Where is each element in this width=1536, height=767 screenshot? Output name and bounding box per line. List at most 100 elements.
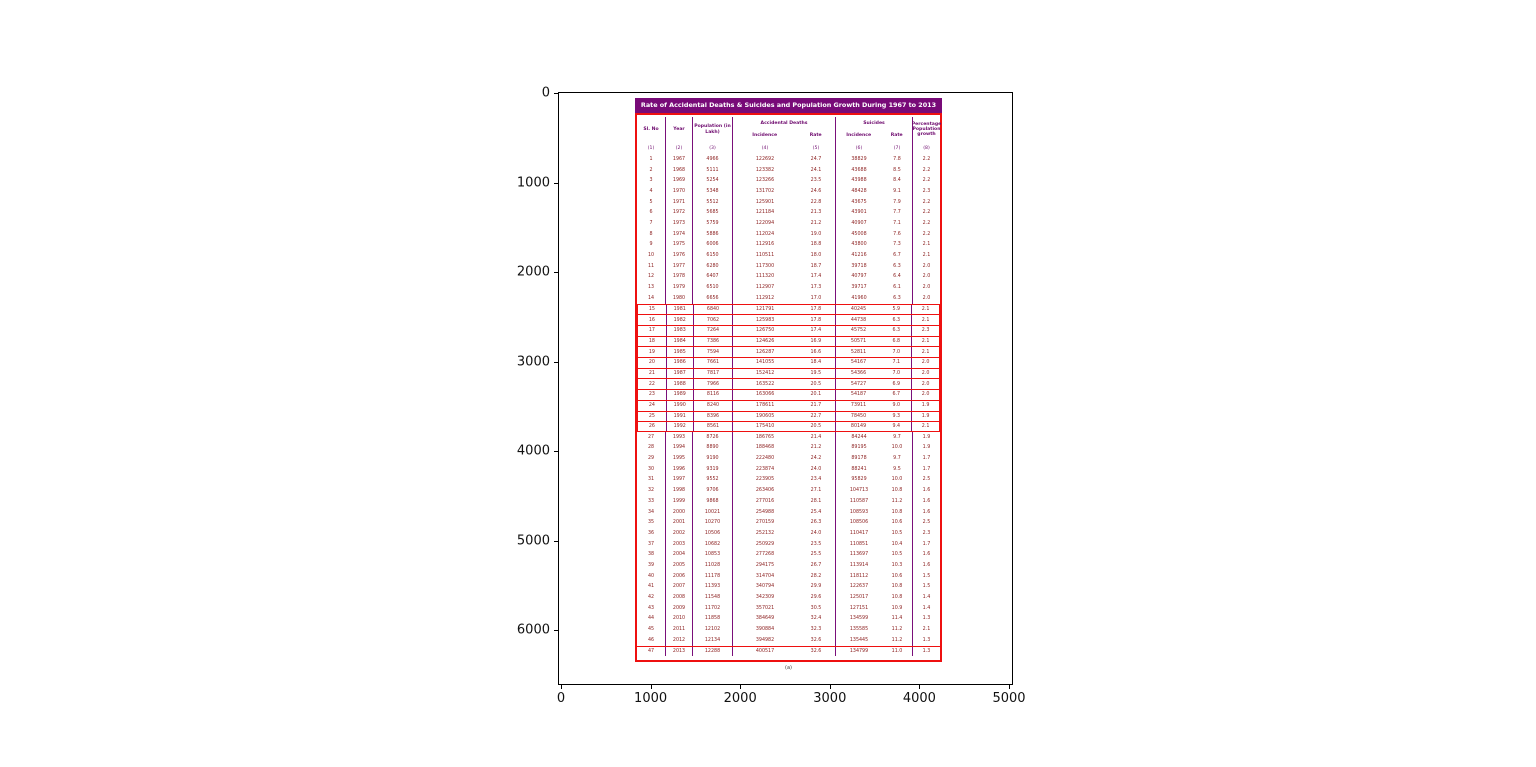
- table-cell: 2.1: [921, 306, 930, 312]
- table-cell: 2.2: [922, 199, 931, 205]
- table-cell: 1.7: [922, 466, 931, 472]
- table-cell: 25.4: [797, 506, 836, 518]
- table-cell: 10682: [693, 538, 733, 550]
- table-cell: 7661: [694, 358, 734, 368]
- header-sl-no: Sl. No: [637, 117, 666, 142]
- table-cell: 188468: [755, 445, 775, 451]
- table-cell: 7.0: [881, 347, 913, 358]
- table-cell: 10.8: [882, 581, 913, 593]
- table-cell: 45752: [850, 328, 867, 334]
- table-cell: 125983: [756, 317, 775, 323]
- table-cell: 186765: [755, 434, 775, 440]
- table-cell: 28: [637, 442, 666, 454]
- col-number-7: (7): [882, 142, 913, 154]
- table-cell: 23.5: [797, 175, 836, 187]
- table-cell: 1981: [667, 304, 694, 315]
- table-row: 4 1970 5348 131702 24.6 48428 9.1 2.3: [637, 186, 940, 197]
- table-cell: 41216: [851, 253, 867, 259]
- table-row: 9 1975 6006 112916 18.8 43800 7.3 2.1: [637, 239, 940, 251]
- table-cell: 8240: [694, 400, 734, 411]
- col-number-5: (5): [797, 142, 836, 154]
- table-cell: 125901: [755, 199, 775, 205]
- table-cell: 6840: [694, 304, 734, 315]
- table-cell: 41: [637, 581, 666, 593]
- table-cell: 21.4: [797, 431, 836, 443]
- table-cell: 2.0: [921, 381, 930, 387]
- table-cell: 1974: [666, 228, 693, 240]
- table-cell: 6.3: [882, 292, 913, 304]
- table-cell: 342309: [755, 595, 775, 601]
- table-row: 11 1977 6280 117300 18.7 39718 6.3 2.0: [637, 260, 940, 272]
- table-row: 45 2011 12102 390884 32.3 135585 11.2 2.1: [637, 624, 940, 635]
- table-cell: 2.0: [922, 274, 931, 280]
- table-cell: 39718: [851, 263, 867, 269]
- x-axis-tick: [740, 685, 742, 689]
- table-cell: 2003: [666, 538, 693, 550]
- table-cell: 1975: [666, 239, 693, 251]
- table-cell: 1997: [666, 474, 693, 486]
- table-cell: 32.4: [797, 613, 836, 625]
- table-row: 40 2006 11178 314704 28.2 118112 10.6 1.5: [637, 570, 940, 582]
- table-cell: 16.6: [797, 347, 836, 358]
- table-cell: 1.7: [922, 456, 931, 462]
- table-cell: 6407: [693, 271, 733, 283]
- y-axis-tick-label: 4000: [516, 443, 550, 459]
- table-cell: 17.3: [797, 282, 836, 293]
- table-row: 29 1995 9190 222480 24.2 89178 9.7 1.7: [637, 453, 940, 464]
- table-cell: 13: [637, 282, 666, 293]
- table-cell: 8: [637, 228, 666, 240]
- table-cell: 33: [637, 496, 666, 507]
- y-axis-tick: [554, 93, 558, 94]
- table-cell: 110587: [849, 498, 869, 504]
- table-row: 24 1990 8240 178611 21.7 73911 9.0 1.9: [637, 399, 940, 411]
- table-cell: 4966: [693, 154, 733, 165]
- table-cell: 135445: [849, 637, 869, 643]
- table-row: 36 2002 10506 252132 24.0 110417 10.5 2.3: [637, 528, 940, 539]
- table-cell: 110851: [849, 541, 869, 547]
- table-cell: 1.6: [922, 552, 931, 558]
- table-cell: 2002: [666, 528, 693, 539]
- table-cell: 134599: [849, 616, 869, 622]
- table-cell: 7.9: [882, 196, 913, 208]
- table-cell: 1988: [667, 379, 694, 390]
- table-cell: 14: [637, 292, 666, 304]
- table-cell: 9: [637, 239, 666, 251]
- table-cell: 20.5: [797, 379, 836, 390]
- x-axis-tick: [1009, 685, 1010, 689]
- table-cell: 18.0: [797, 250, 836, 261]
- table-cell: 10.0: [882, 474, 913, 486]
- table-cell: 357021: [755, 605, 775, 611]
- scanned-table-image: Rate of Accidental Deaths & Suicides and…: [635, 98, 942, 671]
- table-cell: 2.1: [921, 424, 930, 430]
- table-cell: 108506: [849, 520, 869, 526]
- table-cell: 44738: [850, 317, 867, 323]
- table-cell: 21.2: [797, 442, 836, 454]
- table-cell: 26.7: [797, 560, 836, 571]
- header-group-suicides: Suicides Incidence Rate: [836, 117, 913, 142]
- table-cell: 40: [637, 570, 666, 582]
- table-cell: 2.0: [922, 295, 931, 301]
- table-row: 18 1984 7386 124626 16.9 50571 6.8 2.1: [637, 335, 940, 347]
- table-cell: 35: [637, 517, 666, 529]
- table-cell: 2.1: [922, 627, 931, 633]
- table-cell: 6.8: [881, 336, 913, 347]
- table-cell: 7.3: [882, 239, 913, 251]
- col-number-8: (8): [923, 145, 930, 151]
- table-cell: 21.2: [797, 218, 836, 229]
- table-cell: 29.9: [797, 581, 836, 593]
- table-cell: 1.3: [922, 648, 931, 654]
- table-row: 26 1992 8561 175410 20.5 80149 9.4 2.1: [637, 421, 940, 432]
- table-cell: 2001: [666, 517, 693, 529]
- table-cell: 16.9: [797, 336, 836, 347]
- table-cell: 9.5: [882, 463, 913, 475]
- table-cell: 40797: [851, 274, 867, 280]
- table-cell: 48428: [851, 188, 867, 194]
- table-cell: 121184: [755, 210, 775, 216]
- table-cell: 163522: [756, 381, 775, 387]
- table-cell: 294175: [755, 562, 775, 568]
- header-ad-incidence: Incidence: [752, 133, 778, 138]
- table-cell: 2008: [666, 592, 693, 603]
- table-cell: 16: [638, 315, 667, 325]
- table-cell: 10.6: [882, 517, 913, 529]
- table-cell: 10.5: [882, 549, 913, 561]
